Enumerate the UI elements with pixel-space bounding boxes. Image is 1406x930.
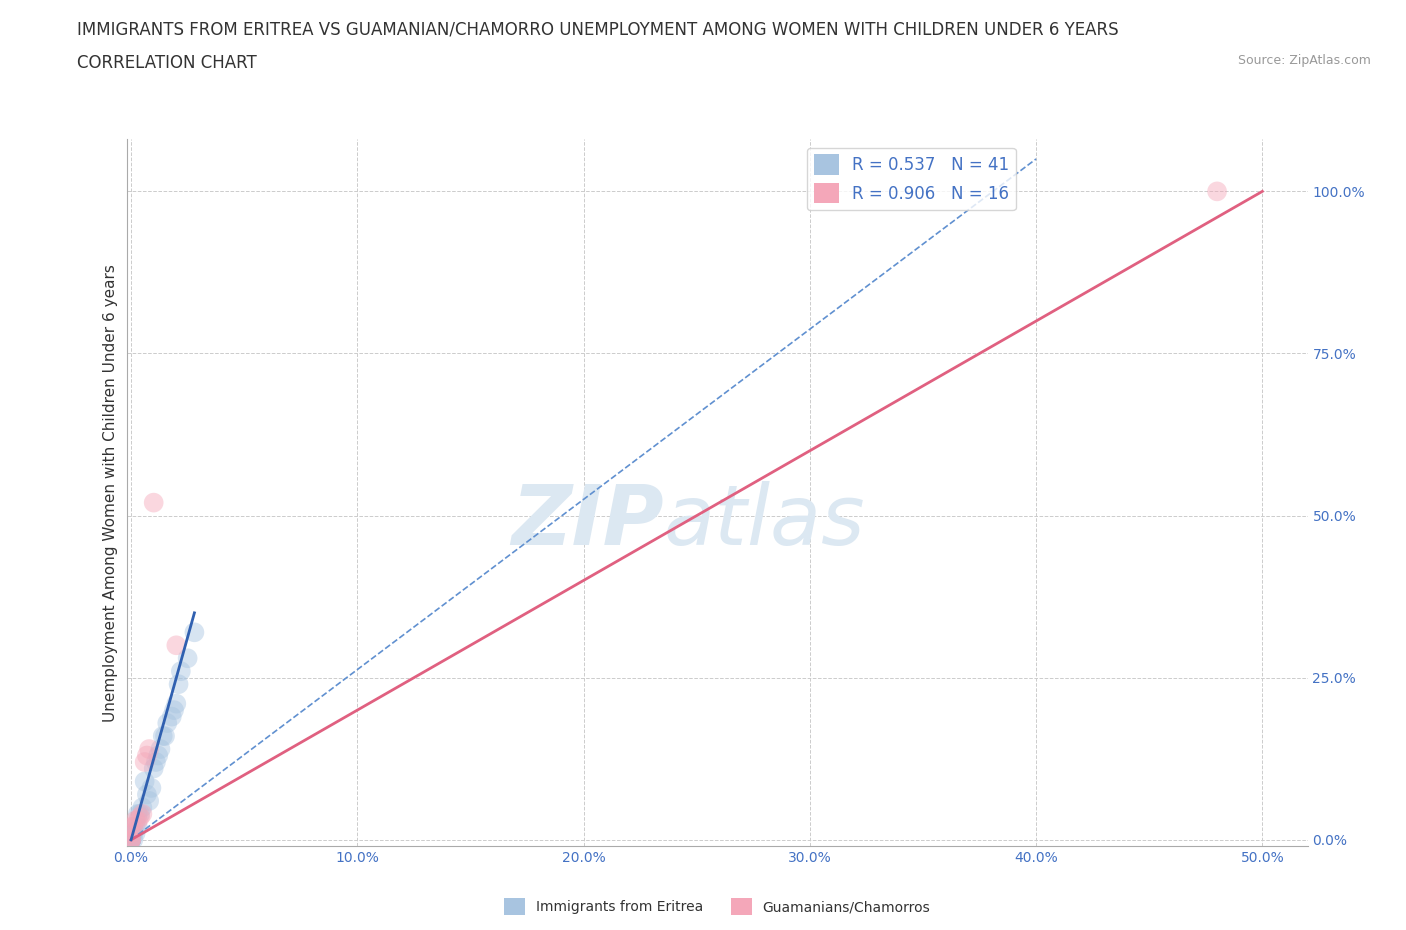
Point bbox=[122, 819, 145, 834]
Point bbox=[167, 677, 190, 692]
Point bbox=[142, 761, 165, 776]
Point bbox=[120, 832, 142, 847]
Point bbox=[120, 832, 142, 847]
Point bbox=[127, 813, 149, 828]
Point bbox=[1206, 184, 1229, 199]
Point bbox=[124, 819, 146, 834]
Point bbox=[176, 651, 198, 666]
Point bbox=[142, 495, 165, 510]
Point bbox=[156, 716, 179, 731]
Point bbox=[165, 697, 187, 711]
Point bbox=[127, 806, 149, 821]
Point bbox=[120, 832, 142, 847]
Point bbox=[120, 832, 142, 847]
Point bbox=[131, 800, 153, 815]
Point bbox=[165, 638, 187, 653]
Point bbox=[122, 832, 145, 847]
Point bbox=[131, 806, 153, 821]
Text: CORRELATION CHART: CORRELATION CHART bbox=[77, 54, 257, 72]
Point bbox=[127, 819, 149, 834]
Point bbox=[153, 728, 176, 743]
Point bbox=[120, 832, 142, 847]
Point bbox=[124, 826, 146, 841]
Point bbox=[129, 806, 152, 821]
Point bbox=[135, 748, 157, 763]
Point bbox=[120, 832, 142, 847]
Point bbox=[152, 728, 174, 743]
Point bbox=[120, 832, 142, 847]
Point bbox=[120, 832, 142, 847]
Point bbox=[120, 832, 142, 847]
Point bbox=[120, 832, 142, 847]
Point bbox=[148, 748, 170, 763]
Point bbox=[138, 741, 160, 756]
Point bbox=[145, 754, 167, 769]
Text: ZIP: ZIP bbox=[512, 481, 664, 562]
Point bbox=[120, 826, 142, 841]
Point bbox=[134, 774, 156, 789]
Text: Source: ZipAtlas.com: Source: ZipAtlas.com bbox=[1237, 54, 1371, 67]
Point bbox=[129, 810, 152, 825]
Text: IMMIGRANTS FROM ERITREA VS GUAMANIAN/CHAMORRO UNEMPLOYMENT AMONG WOMEN WITH CHIL: IMMIGRANTS FROM ERITREA VS GUAMANIAN/CHA… bbox=[77, 20, 1119, 38]
Point bbox=[122, 826, 145, 841]
Point bbox=[120, 832, 142, 847]
Point bbox=[160, 710, 183, 724]
Point bbox=[170, 664, 193, 679]
Point bbox=[120, 832, 142, 847]
Point bbox=[135, 787, 157, 802]
Point bbox=[120, 832, 142, 847]
Point bbox=[120, 819, 142, 834]
Point bbox=[163, 703, 186, 718]
Point bbox=[124, 813, 146, 828]
Legend: Immigrants from Eritrea, Guamanians/Chamorros: Immigrants from Eritrea, Guamanians/Cham… bbox=[498, 893, 936, 921]
Point bbox=[183, 625, 205, 640]
Point bbox=[120, 832, 142, 847]
Point bbox=[120, 832, 142, 847]
Point bbox=[138, 793, 160, 808]
Point bbox=[134, 754, 156, 769]
Point bbox=[141, 780, 163, 795]
Text: atlas: atlas bbox=[664, 481, 866, 562]
Point bbox=[120, 832, 142, 847]
Point bbox=[120, 832, 142, 847]
Y-axis label: Unemployment Among Women with Children Under 6 years: Unemployment Among Women with Children U… bbox=[103, 264, 118, 722]
Point bbox=[149, 741, 172, 756]
Point bbox=[120, 832, 142, 847]
